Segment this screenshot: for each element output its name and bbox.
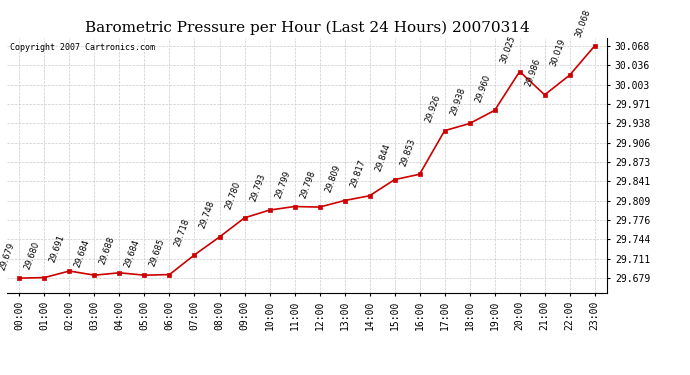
Text: 29.960: 29.960 [473, 73, 492, 104]
Text: 29.809: 29.809 [324, 163, 342, 194]
Text: 29.748: 29.748 [198, 200, 217, 230]
Text: Copyright 2007 Cartronics.com: Copyright 2007 Cartronics.com [10, 43, 155, 52]
Text: 29.799: 29.799 [273, 169, 292, 200]
Text: 29.780: 29.780 [224, 180, 241, 211]
Text: 29.798: 29.798 [298, 170, 317, 200]
Text: 29.793: 29.793 [248, 173, 267, 203]
Text: 29.938: 29.938 [448, 86, 467, 117]
Text: 29.688: 29.688 [98, 235, 117, 266]
Text: 30.068: 30.068 [573, 8, 592, 39]
Text: 29.986: 29.986 [524, 57, 542, 88]
Text: 29.684: 29.684 [73, 238, 92, 268]
Text: 29.684: 29.684 [124, 238, 141, 268]
Text: 29.679: 29.679 [0, 241, 17, 271]
Title: Barometric Pressure per Hour (Last 24 Hours) 20070314: Barometric Pressure per Hour (Last 24 Ho… [85, 21, 529, 35]
Text: 29.680: 29.680 [23, 240, 41, 271]
Text: 29.853: 29.853 [398, 137, 417, 167]
Text: 29.691: 29.691 [48, 234, 67, 264]
Text: 29.718: 29.718 [173, 217, 192, 248]
Text: 29.817: 29.817 [348, 158, 367, 189]
Text: 29.926: 29.926 [424, 93, 442, 124]
Text: 30.019: 30.019 [549, 38, 567, 68]
Text: 30.025: 30.025 [498, 34, 517, 64]
Text: 29.844: 29.844 [373, 142, 392, 172]
Text: 29.685: 29.685 [148, 237, 167, 268]
